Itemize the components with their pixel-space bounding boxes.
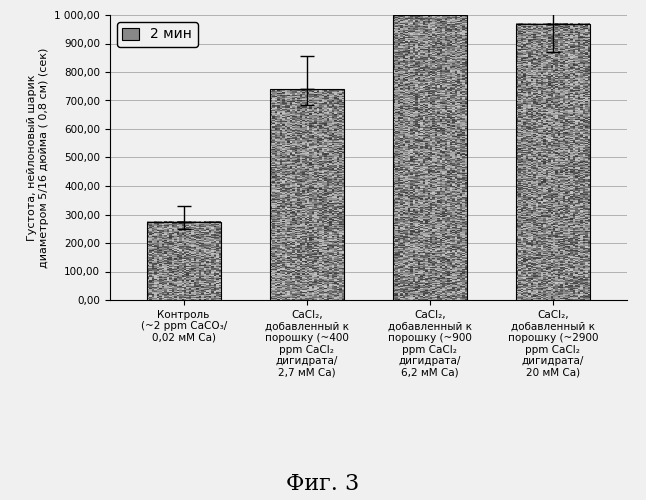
Bar [516,24,590,300]
Y-axis label: Густота, нейлоновый шарик
диаметром 5/16 дюйма ( 0,8 см) (сек): Густота, нейлоновый шарик диаметром 5/16… [27,48,49,268]
Bar [393,15,466,300]
Bar [270,89,344,300]
Bar [147,222,220,300]
Text: Фиг. 3: Фиг. 3 [286,473,360,495]
Legend: 2 мин: 2 мин [117,22,198,47]
